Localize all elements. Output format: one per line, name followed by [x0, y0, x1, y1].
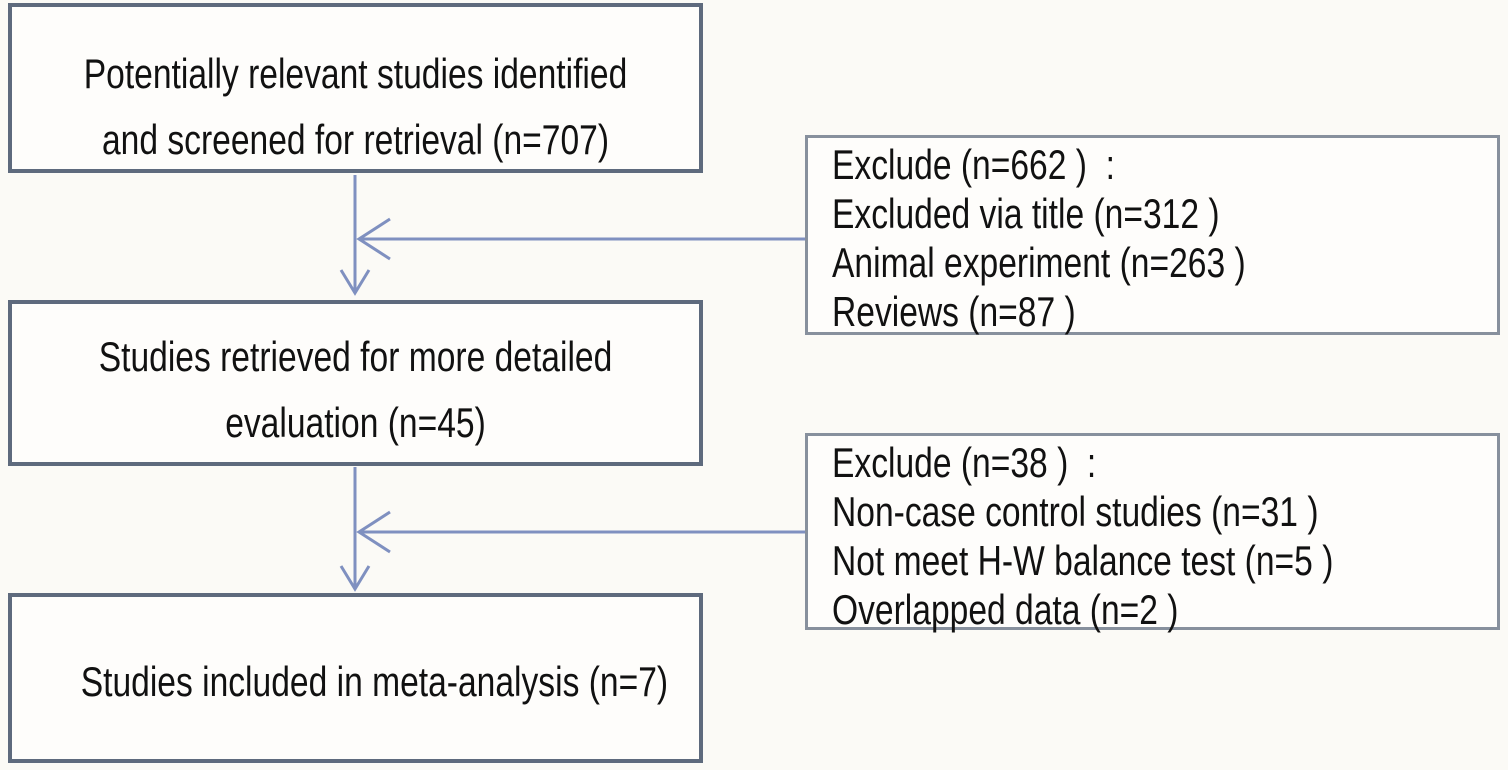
text-line: Excluded via title (n=312 )	[832, 190, 1220, 237]
text-line: Reviews (n=87 )	[832, 288, 1076, 335]
text-line: Animal experiment (n=263 )	[832, 239, 1246, 286]
box-studies-retrieved: Studies retrieved for more detailed eval…	[8, 300, 703, 466]
arrow-left-icon	[356, 510, 805, 554]
text-line: Exclude (n=38 ) :	[832, 439, 1097, 486]
arrow-down-icon	[339, 175, 371, 296]
text-line: Not meet H-W balance test (n=5 )	[832, 537, 1334, 584]
text-line: Potentially relevant studies identified	[83, 50, 628, 97]
arrow-left-icon	[356, 217, 805, 261]
box-exclusions-first-screening: Exclude (n=662 ) : Excluded via title (n…	[805, 135, 1500, 335]
text-line: Non-case control studies (n=31 )	[832, 488, 1319, 535]
text-line: Overlapped data (n=2 )	[832, 586, 1179, 633]
box-text-block: Studies retrieved for more detailed eval…	[81, 324, 631, 456]
box-text-block: Exclude (n=38 ) : Non-case control studi…	[832, 438, 1364, 634]
box-studies-identified: Potentially relevant studies identified …	[8, 3, 703, 173]
arrow-down-icon	[339, 467, 371, 592]
box-text-block: Studies included in meta-analysis (n=7)	[80, 649, 669, 715]
box-text-block: Exclude (n=662 ) : Excluded via title (n…	[832, 140, 1364, 336]
text-line: and screened for retrieval (n=707)	[101, 116, 610, 163]
text-line: Studies included in meta-analysis (n=7)	[80, 658, 669, 705]
text-line: evaluation (n=45)	[225, 399, 486, 446]
box-exclusions-detailed-evaluation: Exclude (n=38 ) : Non-case control studi…	[805, 433, 1500, 633]
box-text-block: Potentially relevant studies identified …	[81, 41, 631, 173]
box-studies-included: Studies included in meta-analysis (n=7)	[8, 593, 703, 763]
text-line: Studies retrieved for more detailed	[98, 333, 613, 380]
text-line: Exclude (n=662 ) :	[832, 141, 1115, 188]
